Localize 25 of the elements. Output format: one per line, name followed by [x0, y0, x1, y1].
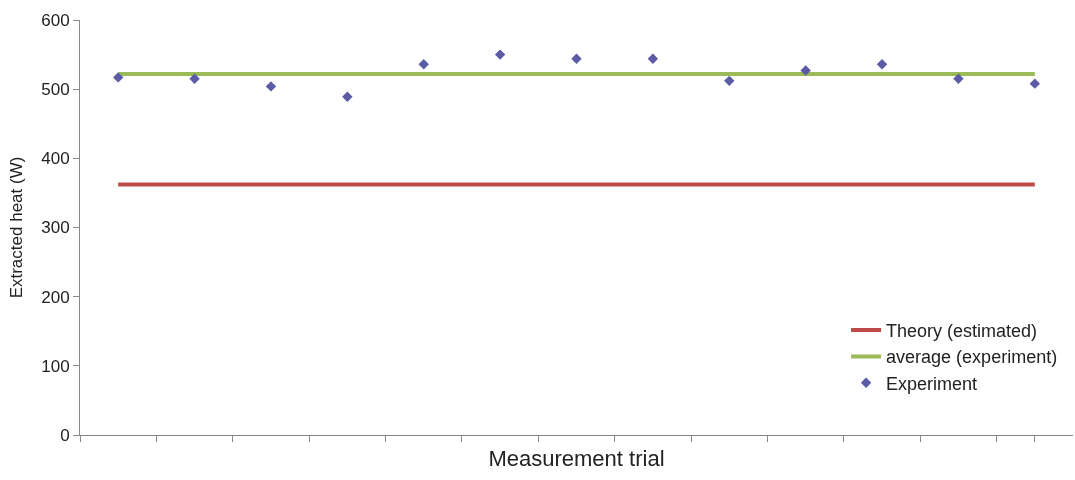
point	[342, 91, 353, 102]
y-tick-label: 600	[41, 10, 70, 30]
legend-label: Experiment	[886, 373, 978, 394]
y-axis-title: Extracted heat (W)	[6, 156, 26, 299]
point	[494, 49, 506, 60]
point	[571, 53, 582, 64]
legend-label: average (experiment)	[886, 347, 1058, 368]
point	[876, 59, 888, 70]
y-tick-label: 0	[60, 425, 70, 445]
y-tick-label: 500	[41, 80, 70, 100]
point	[800, 65, 811, 76]
point	[953, 73, 964, 84]
point	[724, 75, 735, 87]
y-tick-label: 300	[41, 218, 70, 238]
legend-label: Theory (estimated)	[886, 321, 1038, 342]
point	[418, 59, 429, 70]
point	[1029, 78, 1041, 89]
y-tick-label: 100	[41, 356, 70, 376]
point	[189, 73, 200, 84]
point	[265, 81, 277, 92]
point	[647, 53, 659, 64]
y-tick-label: 200	[41, 287, 70, 307]
point	[112, 72, 124, 83]
y-tick-label: 400	[41, 149, 70, 169]
x-axis-title: Measurement trial	[488, 446, 665, 472]
